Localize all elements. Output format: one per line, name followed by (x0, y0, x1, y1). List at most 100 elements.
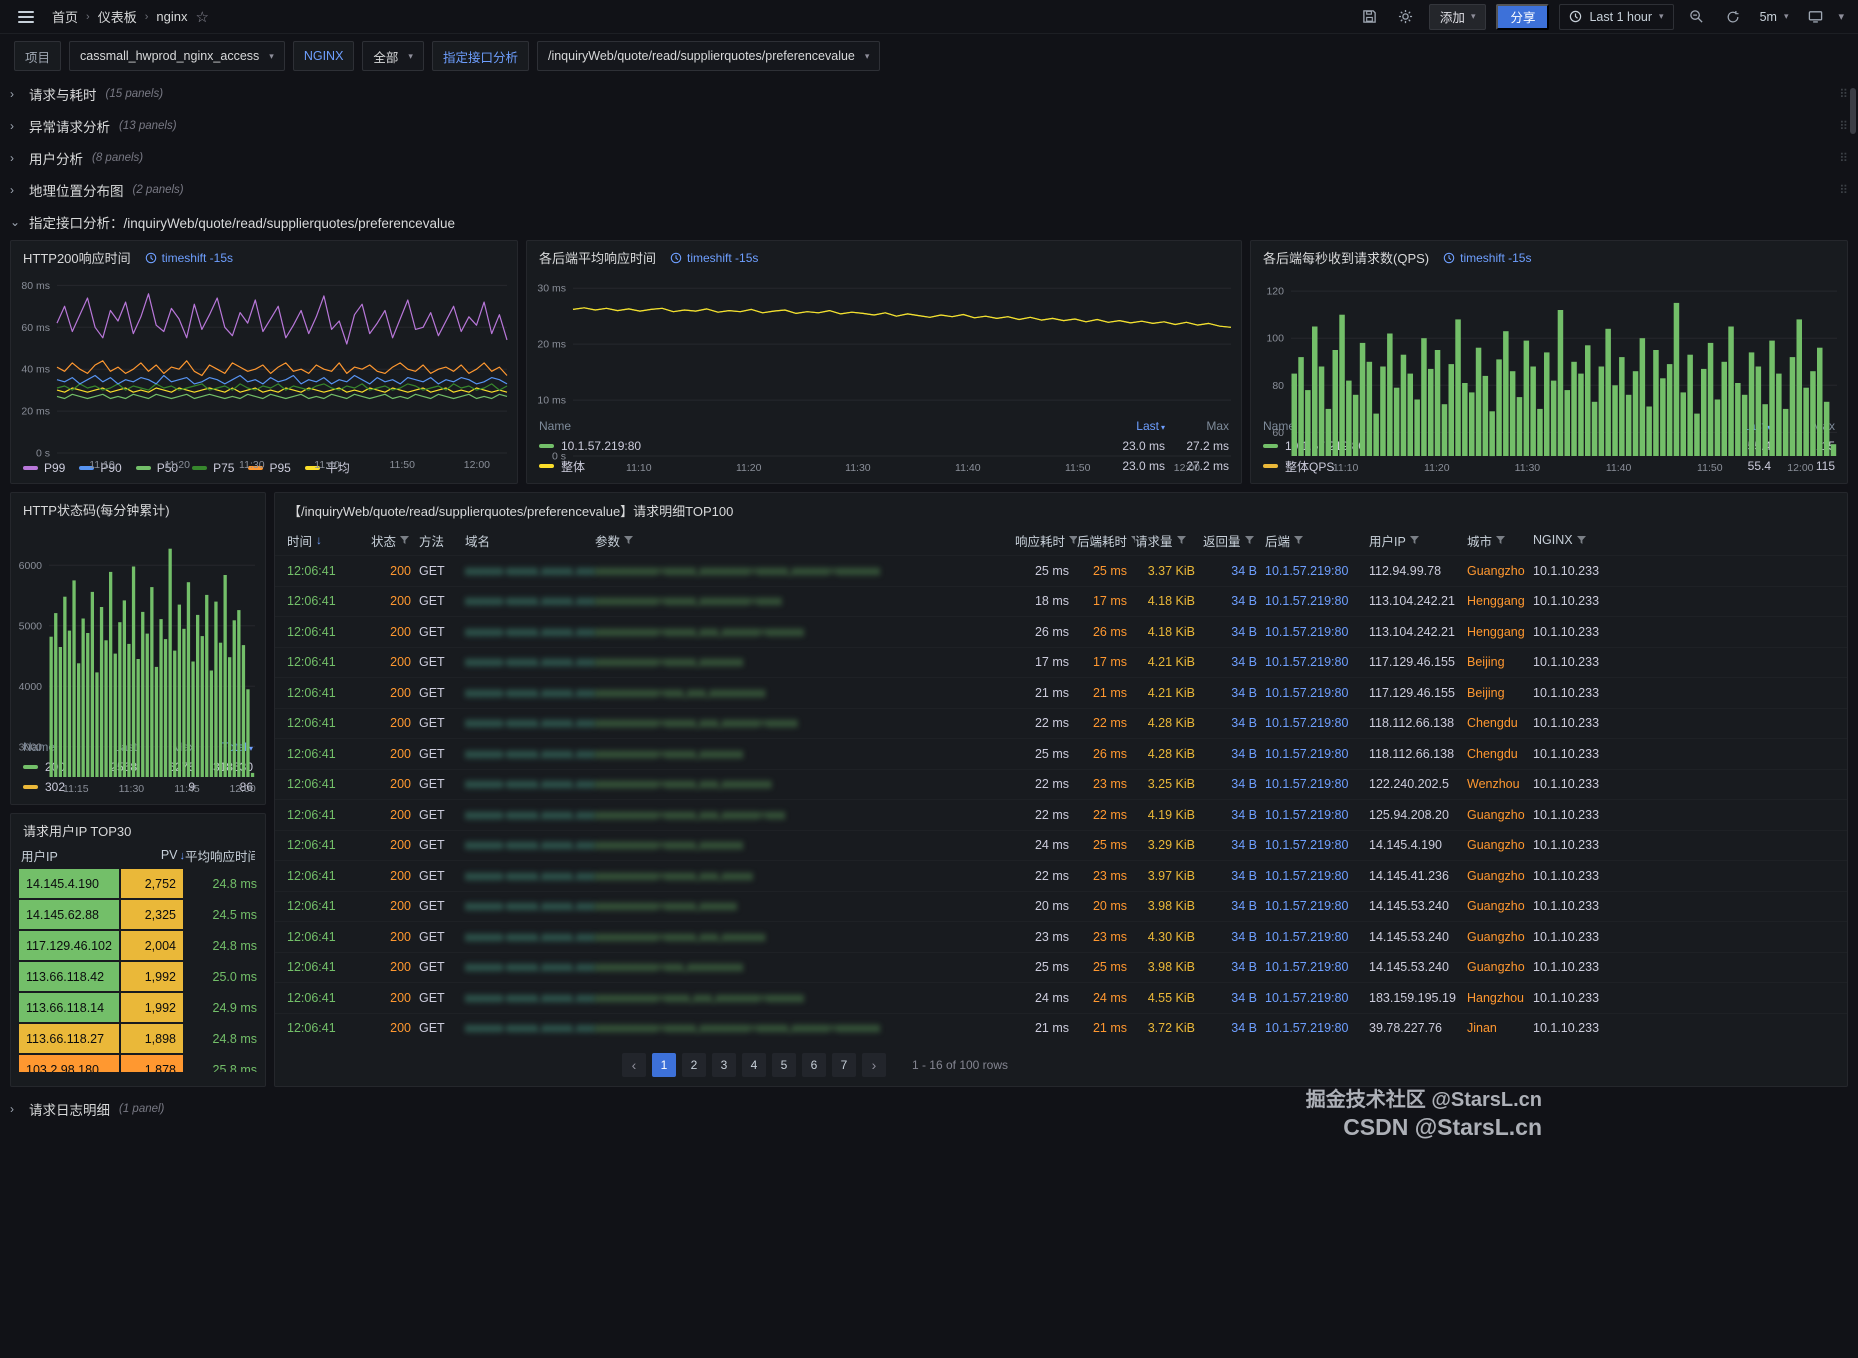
page-button-2[interactable]: 2 (681, 1053, 706, 1077)
legend-item[interactable]: 平均 (304, 459, 350, 476)
legend-item[interactable]: P95 (248, 461, 291, 475)
legend-item[interactable]: P90 (79, 461, 122, 475)
filter-icon[interactable] (624, 535, 634, 545)
column-header[interactable]: 状态 (371, 531, 419, 550)
row-api-analysis-expanded[interactable]: ⌄ 指定接口分析：/inquiryWeb/quote/read/supplier… (10, 215, 455, 231)
add-button[interactable]: 添加 ▾ (1428, 3, 1487, 30)
legend-item[interactable]: P99 (23, 461, 65, 475)
column-header[interactable]: 平均响应时间 (185, 849, 255, 864)
row-drag-handle-icon[interactable]: ⠿ (1839, 183, 1848, 197)
column-header[interactable]: 域名 (465, 534, 491, 549)
ip-cell[interactable]: 113.66.118.14 (19, 993, 119, 1022)
table-row[interactable]: 12:06:41 200 GET xxxxxx-xxxxx.xxxxx.xxx xxxx… (275, 891, 1847, 922)
table-row[interactable]: 12:06:41 200 GET xxxxxx-xxxxx.xxxxx.xxx xxxx… (275, 860, 1847, 891)
panel-title[interactable]: HTTP状态码(每分钟累计) (23, 503, 170, 518)
page-button-6[interactable]: 6 (801, 1053, 826, 1077)
chevron-down-icon[interactable]: ▾ (1838, 11, 1844, 23)
row-user-analysis[interactable]: › 用户分析 (8 panels) ⠿ (10, 151, 1848, 167)
legend-sort-Last[interactable]: Last (1101, 419, 1165, 433)
table-row[interactable]: 12:06:41 200 GET xxxxxx-xxxxx.xxxxx.xxx xxxx… (275, 982, 1847, 1013)
page-button-7[interactable]: 7 (831, 1053, 856, 1077)
legend-row[interactable]: 10.1.57.219:80 23.0 ms 27.2 ms (539, 436, 1229, 456)
panel-title[interactable]: 各后端每秒收到请求数(QPS) (1263, 251, 1430, 266)
refresh-icon[interactable] (1720, 4, 1746, 30)
column-header[interactable]: 时间 ↓ (287, 533, 323, 549)
refresh-interval-select[interactable]: 5m ▾ (1759, 9, 1789, 24)
breadcrumb-dashboards[interactable]: 仪表板 (97, 10, 137, 25)
time-range-picker[interactable]: Last 1 hour ▾ (1559, 3, 1674, 30)
table-row[interactable]: 12:06:41 200 GET xxxxxx-xxxxx.xxxxx.xxx xxxx… (275, 769, 1847, 800)
row-drag-handle-icon[interactable]: ⠿ (1839, 151, 1848, 165)
legend-row[interactable]: 整体QPS 55.4 115 (1263, 456, 1835, 476)
ip-cell[interactable]: 103.2.98.180 (19, 1055, 119, 1072)
column-header[interactable]: 后端耗时 (1077, 531, 1135, 550)
filter-icon[interactable] (400, 535, 410, 545)
column-header[interactable]: 用户IP (21, 849, 58, 864)
table-row[interactable]: 12:06:41 200 GET xxxxxx-xxxxx.xxxxx.xxx xxxx… (275, 830, 1847, 861)
qps-chart[interactable]: 60 80 100 120 11:10 11:20 11:30 11:40 11:50 12:00 (1251, 269, 1847, 474)
status-chart[interactable]: 3000 4000 5000 6000 11:15 11:30 11:45 12:00 (11, 521, 265, 795)
table-row[interactable]: 12:06:41 200 GET xxxxxx-xxxxx.xxxxx.xxx xxxx… (275, 799, 1847, 830)
prev-page-button[interactable]: ‹ (621, 1053, 646, 1077)
table-row[interactable]: 12:06:41 200 GET xxxxxx-xxxxx.xxxxx.xxx xxxx… (275, 616, 1847, 647)
project-select[interactable]: cassmall_hwprod_nginx_access ▾ (69, 41, 285, 71)
column-header[interactable]: 响应耗时 (1015, 531, 1077, 550)
row-drag-handle-icon[interactable]: ⠿ (1839, 119, 1848, 133)
pv-cell[interactable]: 2,004 (121, 931, 183, 960)
page-button-5[interactable]: 5 (771, 1053, 796, 1077)
pv-cell[interactable]: 2,325 (121, 900, 183, 929)
column-header[interactable]: PV ↓ (160, 848, 185, 862)
breadcrumb-home[interactable]: 首页 (52, 10, 79, 25)
filter-icon[interactable] (1069, 535, 1077, 545)
row-abnormal-requests[interactable]: › 异常请求分析 (13 panels) ⠿ (10, 119, 1848, 135)
filter-icon[interactable] (1176, 535, 1186, 545)
breadcrumb-current[interactable]: nginx (156, 9, 188, 24)
panel-title[interactable]: 各后端平均响应时间 (539, 251, 657, 266)
next-page-button[interactable]: › (861, 1053, 886, 1077)
table-row[interactable]: 12:06:41 200 GET xxxxxx-xxxxx.xxxxx.xxx xxxx… (275, 921, 1847, 952)
page-button-1[interactable]: 1 (651, 1053, 676, 1077)
column-header[interactable]: 方法 (419, 534, 445, 549)
row-request-logs[interactable]: › 请求日志明细 (1 panel) (10, 1102, 165, 1118)
pv-cell[interactable]: 1,898 (121, 1024, 183, 1053)
column-header[interactable]: 后端 (1265, 531, 1369, 550)
scrollbar-thumb[interactable] (1850, 88, 1856, 134)
table-row[interactable]: 12:06:41 200 GET xxxxxx-xxxxx.xxxxx.xxx xxxx… (275, 1013, 1847, 1044)
panel-title[interactable]: 请求用户IP TOP30 (23, 824, 132, 839)
share-button[interactable]: 分享 (1496, 3, 1550, 30)
legend-item[interactable]: P50 (135, 461, 178, 475)
row-requests-latency[interactable]: › 请求与耗时 (15 panels) ⠿ (10, 87, 1848, 103)
filter-icon[interactable] (1409, 535, 1419, 545)
zoom-out-icon[interactable] (1684, 4, 1710, 30)
column-header[interactable]: NGINX (1533, 533, 1613, 547)
http200-chart[interactable]: 0 s 20 ms 40 ms 60 ms 80 ms 11:10 11:20 11:30 11… (11, 269, 517, 471)
table-row[interactable]: 12:06:41 200 GET xxxxxx-xxxxx.xxxxx.xxx xxxx… (275, 738, 1847, 769)
filter-icon[interactable] (1496, 535, 1506, 545)
gear-icon[interactable] (1393, 4, 1419, 30)
table-row[interactable]: 12:06:41 200 GET xxxxxx-xxxxx.xxxxx.xxx xxxx… (275, 708, 1847, 739)
column-header[interactable]: 城市 (1467, 531, 1533, 550)
legend-row[interactable]: 302 9 86 (23, 777, 253, 797)
table-row[interactable]: 12:06:41 200 GET xxxxxx-xxxxx.xxxxx.xxx xxxx… (275, 677, 1847, 708)
row-drag-handle-icon[interactable]: ⠿ (1839, 87, 1848, 101)
hamburger-icon[interactable] (14, 7, 38, 27)
nginx-scope-select[interactable]: 全部 ▾ (362, 41, 424, 71)
backend-chart[interactable]: 0 s 10 ms 20 ms 30 ms 11:10 11:20 11:30 11:40 11… (527, 269, 1241, 474)
legend-item[interactable]: P75 (192, 461, 234, 475)
filter-icon[interactable] (1294, 535, 1304, 545)
endpoint-select[interactable]: /inquiryWeb/quote/read/supplierquotes/pr… (536, 41, 881, 71)
pv-cell[interactable]: 1,878 (121, 1055, 183, 1072)
filter-icon[interactable] (1576, 535, 1586, 545)
column-header[interactable]: 参数 (595, 531, 1015, 550)
filter-icon[interactable] (1244, 535, 1254, 545)
save-icon[interactable] (1357, 4, 1383, 30)
page-button-4[interactable]: 4 (741, 1053, 766, 1077)
pv-cell[interactable]: 2,752 (121, 869, 183, 898)
legend-row[interactable]: 整体 23.0 ms 27.2 ms (539, 456, 1229, 476)
ip-cell[interactable]: 14.145.62.88 (19, 900, 119, 929)
column-header[interactable]: 用户IP (1369, 531, 1467, 550)
table-row[interactable]: 12:06:41 200 GET xxxxxx-xxxxx.xxxxx.xxx xxxx… (275, 647, 1847, 678)
filter-icon[interactable] (1131, 535, 1135, 545)
tv-mode-icon[interactable] (1802, 4, 1828, 30)
table-row[interactable]: 12:06:41 200 GET xxxxxx-xxxxx.xxxxx.xxx xxxx… (275, 952, 1847, 983)
